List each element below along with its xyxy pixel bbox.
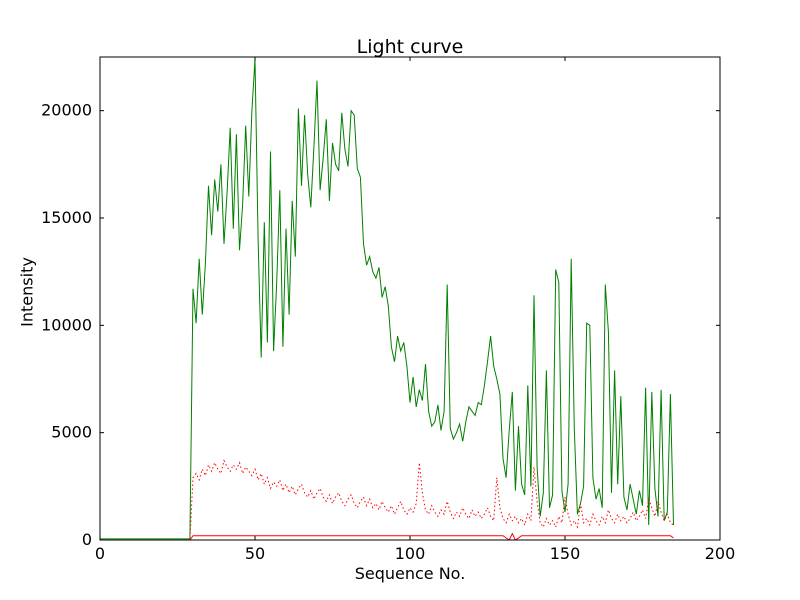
y-tick-label: 5000 (51, 423, 92, 442)
x-tick-label: 150 (550, 544, 581, 563)
series-green-solid-intensity (100, 59, 674, 540)
x-tick-label: 0 (95, 544, 105, 563)
chart-title: Light curve (356, 36, 464, 58)
x-axis-label: Sequence No. (354, 564, 466, 583)
y-tick-label: 20000 (41, 101, 92, 120)
y-axis-label: Intensity (17, 257, 37, 327)
x-tick-label: 200 (705, 544, 736, 563)
y-tick-label: 10000 (41, 315, 92, 334)
x-tick-label: 50 (245, 544, 265, 563)
series-red-dotted-background (100, 459, 674, 540)
x-tick-label: 100 (395, 544, 426, 563)
series-red-solid-baseline (100, 532, 674, 540)
y-tick-label: 0 (82, 530, 92, 549)
y-tick-label: 15000 (41, 208, 92, 227)
